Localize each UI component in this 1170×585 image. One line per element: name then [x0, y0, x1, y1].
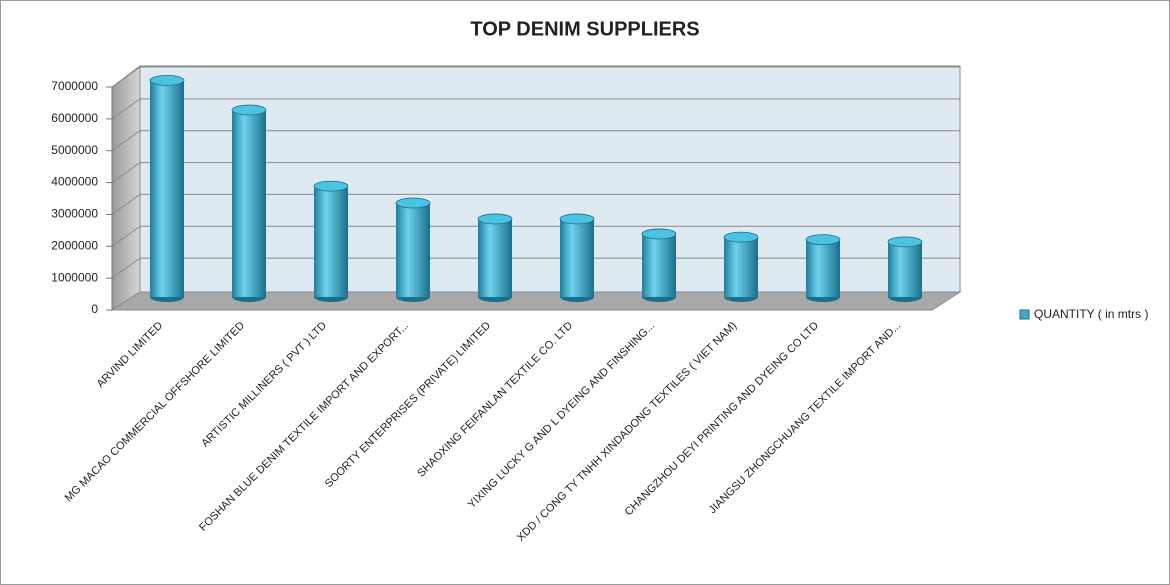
grid-line — [111, 194, 141, 215]
y-tick-label: 5000000 — [51, 143, 98, 157]
bar-top — [395, 197, 431, 209]
side-wall — [111, 65, 141, 311]
bar-top — [641, 228, 677, 240]
bar-top — [231, 104, 267, 116]
grid-line — [111, 225, 141, 247]
legend-label: QUANTITY ( in mtrs ) — [1034, 307, 1148, 321]
grid-line — [111, 162, 141, 183]
grid-line — [111, 257, 141, 279]
bar-top — [149, 74, 185, 86]
bar — [314, 186, 348, 297]
grid-line — [111, 66, 141, 88]
y-tick-label: 4000000 — [51, 175, 98, 189]
y-tick-label: 0 — [91, 302, 98, 316]
bar-top — [313, 180, 349, 192]
y-tick-label: 7000000 — [51, 79, 98, 93]
bar — [806, 239, 840, 297]
grid-line — [111, 98, 141, 120]
y-tick-label: 3000000 — [51, 207, 98, 221]
bar — [150, 80, 184, 297]
bar — [232, 109, 266, 298]
bar — [560, 218, 594, 297]
y-tick-label: 2000000 — [51, 238, 98, 252]
bar-top — [887, 236, 923, 248]
bar — [642, 233, 676, 297]
bar — [478, 218, 512, 297]
y-tick-label: 6000000 — [51, 111, 98, 125]
y-tick-label: 1000000 — [51, 270, 98, 284]
bar — [396, 203, 430, 297]
bar-top — [805, 234, 841, 246]
bar-top — [559, 213, 595, 225]
bar-top — [477, 213, 513, 225]
chart-title: TOP DENIM SUPPLIERS — [470, 18, 699, 40]
legend-swatch — [1019, 309, 1030, 320]
bar — [724, 237, 758, 297]
bar — [888, 241, 922, 297]
bar-top — [723, 231, 759, 243]
grid-line — [111, 130, 141, 152]
